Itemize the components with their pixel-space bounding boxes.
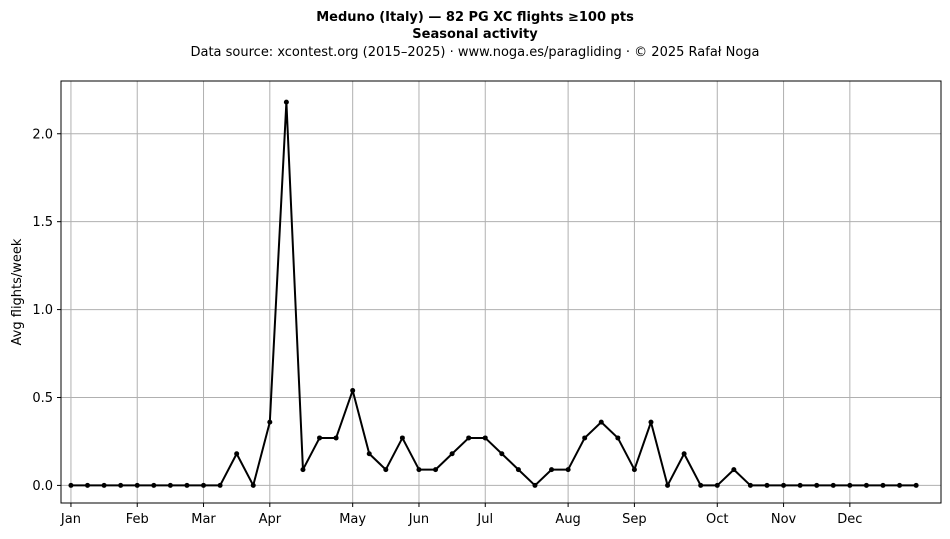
tick-layer: 0.0 0.5 1.0 1.5 2.0 Jan Feb Mar Apr May Jun Jul Aug S…: [32, 127, 862, 527]
y-tick-label: 1.5: [32, 215, 53, 230]
data-point: [847, 482, 853, 488]
x-tick-label: Sep: [622, 512, 647, 527]
data-point: [665, 482, 671, 488]
data-point: [466, 435, 472, 441]
x-tick-label: Jul: [476, 512, 493, 527]
data-point: [880, 482, 886, 488]
data-point: [499, 451, 505, 457]
data-point: [250, 482, 256, 488]
data-point: [317, 435, 323, 441]
data-point: [532, 482, 538, 488]
data-point: [85, 482, 91, 488]
y-tick-label: 1.0: [32, 303, 53, 318]
x-tick-label: Feb: [126, 512, 149, 527]
data-point: [101, 482, 107, 488]
x-tick-label: Oct: [706, 512, 728, 527]
data-point: [714, 482, 720, 488]
data-point: [814, 482, 820, 488]
data-point: [731, 467, 737, 473]
x-tick-label: Jun: [408, 512, 429, 527]
data-point: [283, 99, 289, 105]
data-point: [68, 482, 74, 488]
data-point: [897, 482, 903, 488]
data-point: [515, 467, 521, 473]
data-point: [549, 467, 555, 473]
data-point: [681, 451, 687, 457]
data-point: [565, 467, 571, 473]
data-point: [631, 467, 637, 473]
data-point: [747, 482, 753, 488]
data-point: [797, 482, 803, 488]
grid-layer: [61, 81, 941, 503]
data-point: [184, 482, 190, 488]
data-point: [134, 482, 140, 488]
data-point: [350, 387, 356, 393]
y-tick-label: 0.0: [32, 479, 53, 494]
data-point: [416, 467, 422, 473]
data-point: [863, 482, 869, 488]
data-point: [433, 467, 439, 473]
series-line: [70, 101, 917, 487]
data-point: [781, 482, 787, 488]
data-point: [399, 435, 405, 441]
data-point: [615, 435, 621, 441]
x-tick-label: Dec: [837, 512, 862, 527]
data-point: [648, 419, 654, 425]
x-tick-label: Mar: [191, 512, 216, 527]
data-point: [764, 482, 770, 488]
data-point: [118, 482, 124, 488]
x-tick-label: Nov: [771, 512, 797, 527]
data-point: [151, 482, 157, 488]
data-point: [698, 482, 704, 488]
data-point: [830, 482, 836, 488]
data-point: [267, 419, 273, 425]
series-layer: [68, 99, 919, 488]
x-tick-label: Apr: [259, 512, 282, 527]
data-point: [300, 467, 306, 473]
y-axis-label: Avg flights/week: [10, 238, 25, 345]
data-point: [234, 451, 240, 457]
data-point: [167, 482, 173, 488]
x-tick-label: Jan: [60, 512, 81, 527]
data-point: [217, 482, 223, 488]
plot-frame: [60, 80, 942, 504]
chart-subtitle: Seasonal activity: [412, 27, 538, 42]
data-point: [582, 435, 588, 441]
data-point: [598, 419, 604, 425]
y-tick-label: 0.5: [32, 391, 53, 406]
data-point: [482, 435, 488, 441]
data-point: [366, 451, 372, 457]
data-point: [333, 435, 339, 441]
data-point: [449, 451, 455, 457]
data-point: [913, 482, 919, 488]
chart-title: Meduno (Italy) — 82 PG XC flights ≥100 p…: [316, 10, 634, 25]
data-point: [201, 482, 207, 488]
y-tick-label: 2.0: [32, 127, 53, 142]
x-tick-label: Aug: [555, 512, 580, 527]
x-tick-label: May: [339, 512, 366, 527]
data-point: [383, 467, 389, 473]
chart-source-line: Data source: xcontest.org (2015–2025) · …: [190, 45, 759, 60]
